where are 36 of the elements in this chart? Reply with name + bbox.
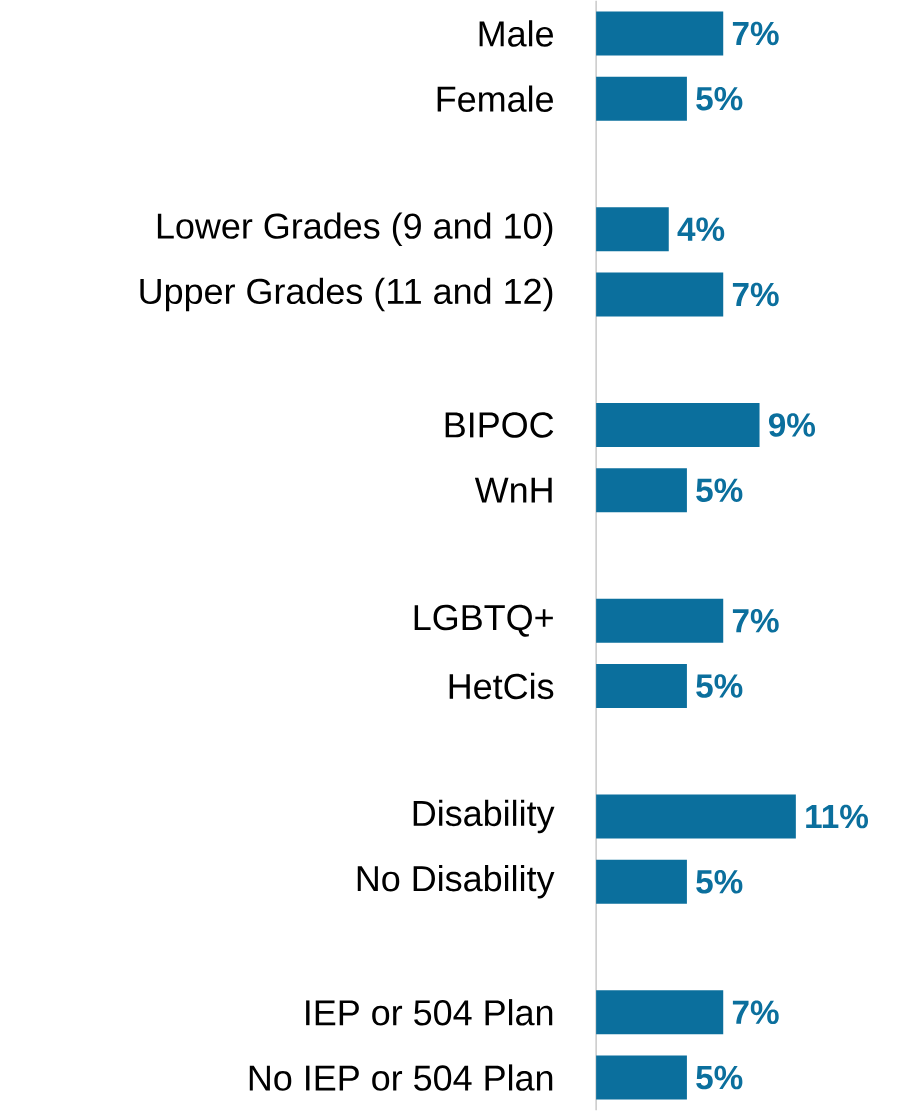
y-tick-label: Lower Grades (9 and 10)	[158, 212, 553, 246]
bar	[596, 11, 724, 56]
data-label: 7%	[733, 609, 779, 633]
y-tick-label: Disability	[413, 799, 555, 834]
y-tick-label: No IEP or 504 Plan	[249, 1064, 553, 1091]
y-tick-label: No Disability	[357, 865, 555, 899]
bar	[596, 207, 669, 252]
data-label: 7%	[733, 282, 779, 307]
y-tick-label: BIPOC	[445, 412, 554, 438]
bar	[596, 76, 688, 121]
data-label: 5%	[696, 674, 743, 698]
data-label: 7%	[733, 1000, 779, 1025]
bar	[596, 664, 688, 708]
bar	[596, 794, 796, 839]
data-label: 5%	[696, 86, 743, 111]
y-tick-label: Female	[437, 85, 554, 112]
data-label: 9%	[769, 413, 816, 437]
y-tick-label: HetCis	[449, 672, 554, 700]
y-tick-label: Male	[479, 20, 554, 47]
bar	[596, 1055, 688, 1100]
y-tick-label: Upper Grades (11 and 12)	[140, 277, 553, 312]
data-label: 7%	[733, 21, 779, 46]
bar	[596, 468, 688, 513]
bar	[596, 403, 760, 447]
bar	[596, 272, 724, 317]
bar	[596, 598, 724, 643]
y-tick-label: IEP or 504 Plan	[306, 999, 553, 1026]
data-label: 5%	[696, 478, 743, 502]
y-tick-label: LGBTQ+	[414, 604, 553, 637]
data-label: 4%	[677, 217, 725, 241]
y-tick-label: WnH	[475, 477, 552, 503]
bar	[596, 990, 724, 1035]
data-label: 5%	[696, 1065, 743, 1090]
bar	[596, 859, 688, 904]
data-label: 11%	[806, 804, 869, 829]
data-label: 5%	[696, 870, 743, 894]
